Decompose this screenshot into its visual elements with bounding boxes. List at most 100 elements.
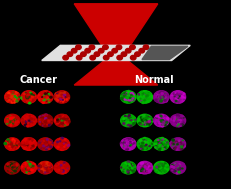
Circle shape (161, 101, 162, 102)
Circle shape (62, 165, 65, 167)
Circle shape (11, 143, 13, 145)
Circle shape (27, 100, 30, 102)
Circle shape (61, 96, 63, 98)
Circle shape (148, 119, 150, 121)
Circle shape (144, 94, 146, 95)
Circle shape (145, 142, 147, 144)
Circle shape (26, 123, 28, 125)
Circle shape (158, 148, 159, 149)
Circle shape (23, 120, 24, 121)
Circle shape (38, 165, 41, 167)
Circle shape (62, 97, 63, 98)
Circle shape (11, 100, 14, 102)
Circle shape (176, 165, 178, 167)
Circle shape (56, 93, 57, 94)
Polygon shape (74, 4, 157, 53)
Circle shape (11, 120, 14, 122)
Circle shape (141, 142, 143, 144)
Circle shape (156, 121, 158, 122)
Circle shape (11, 167, 13, 170)
Circle shape (161, 165, 163, 167)
Circle shape (14, 118, 16, 120)
Circle shape (145, 96, 147, 98)
Circle shape (62, 166, 63, 167)
Circle shape (63, 163, 64, 164)
Circle shape (11, 163, 14, 165)
Circle shape (160, 120, 162, 121)
Circle shape (59, 95, 61, 97)
Circle shape (44, 97, 46, 99)
Circle shape (174, 122, 176, 123)
Circle shape (153, 119, 155, 121)
Circle shape (29, 144, 30, 145)
Circle shape (126, 116, 127, 117)
Circle shape (26, 99, 27, 100)
Circle shape (28, 144, 30, 146)
Circle shape (143, 139, 146, 141)
Circle shape (123, 94, 124, 95)
Circle shape (59, 143, 60, 144)
Circle shape (13, 120, 14, 122)
Circle shape (178, 94, 180, 95)
Circle shape (43, 144, 45, 145)
Circle shape (127, 90, 129, 92)
Circle shape (127, 120, 129, 122)
Circle shape (177, 145, 179, 146)
Circle shape (43, 164, 46, 166)
Circle shape (144, 143, 145, 144)
Circle shape (175, 95, 176, 96)
Circle shape (32, 165, 34, 167)
Circle shape (60, 144, 62, 146)
Circle shape (39, 116, 41, 117)
Circle shape (173, 120, 174, 121)
Circle shape (144, 167, 145, 168)
Circle shape (176, 125, 177, 126)
Circle shape (127, 120, 128, 121)
Circle shape (153, 114, 168, 127)
Circle shape (125, 163, 126, 164)
Circle shape (174, 145, 176, 146)
Circle shape (28, 167, 29, 168)
Circle shape (44, 167, 46, 169)
Circle shape (149, 167, 151, 168)
Circle shape (172, 93, 175, 94)
Circle shape (143, 143, 146, 145)
Circle shape (29, 119, 30, 120)
Circle shape (59, 93, 61, 95)
Circle shape (140, 170, 142, 171)
Circle shape (175, 143, 178, 145)
Circle shape (44, 146, 45, 147)
Circle shape (146, 95, 148, 96)
Circle shape (155, 97, 157, 99)
Circle shape (46, 120, 48, 121)
Circle shape (160, 169, 162, 170)
Circle shape (125, 167, 128, 169)
Circle shape (26, 117, 27, 118)
Circle shape (178, 101, 181, 103)
Circle shape (159, 143, 161, 144)
Circle shape (146, 138, 148, 140)
Circle shape (103, 55, 109, 60)
Circle shape (12, 146, 13, 147)
Circle shape (154, 119, 156, 121)
Circle shape (128, 115, 130, 116)
Circle shape (43, 139, 44, 140)
Circle shape (160, 170, 161, 171)
Circle shape (141, 118, 143, 119)
Circle shape (10, 171, 11, 172)
Circle shape (9, 119, 12, 121)
Circle shape (42, 149, 43, 150)
Circle shape (177, 141, 179, 143)
Circle shape (163, 163, 165, 165)
Circle shape (43, 147, 46, 149)
Circle shape (45, 166, 48, 167)
Circle shape (45, 94, 46, 95)
Circle shape (31, 143, 32, 144)
Circle shape (170, 91, 185, 103)
Circle shape (39, 165, 41, 167)
Circle shape (60, 139, 61, 140)
Circle shape (44, 120, 46, 121)
Circle shape (176, 122, 179, 124)
Circle shape (159, 143, 161, 145)
Circle shape (43, 147, 45, 148)
